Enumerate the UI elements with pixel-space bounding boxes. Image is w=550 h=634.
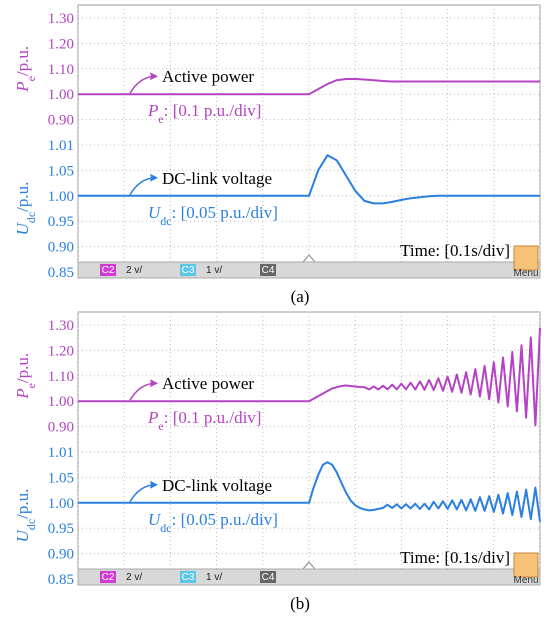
text-part: /p.u. [13, 46, 32, 76]
trace [78, 327, 541, 427]
text-part: /p.u. [13, 353, 32, 383]
toolbar-bg [77, 261, 541, 279]
text-part: dc [160, 521, 171, 535]
trace [78, 78, 540, 96]
y-tick-label: 0.90 [48, 240, 74, 256]
y-tick-label: 0.85 [48, 572, 74, 588]
y-tick-label: 1.00 [48, 496, 74, 512]
toolbar: C2 2 v/C3 1 v/C4 Menu [77, 245, 541, 279]
y2-axis-label: Udc/p.u. [13, 489, 38, 543]
y-tick-label: 0.95 [48, 214, 74, 230]
series-name: Active power [162, 67, 254, 86]
series-scale: Udc: [0.05 p.u./div] [148, 510, 278, 535]
caption: (a) [291, 287, 310, 306]
y-axis-label: Pe/p.u. [13, 46, 38, 93]
toolbar-text: C2 [102, 265, 115, 276]
time-label: Time: [0.1s/div] [400, 548, 510, 567]
series-name: DC-link voltage [162, 169, 272, 188]
toolbar-text: C4 [262, 265, 275, 276]
menu-icon [513, 552, 539, 578]
text-part: dc [24, 519, 38, 530]
toolbar-text: 1 v/ [206, 265, 222, 276]
y-tick-label: 0.90 [48, 113, 74, 129]
caption: (b) [290, 594, 310, 613]
y-tick-label: 1.20 [48, 343, 74, 359]
text-part: P [13, 388, 32, 399]
y-tick-label: 1.30 [48, 11, 74, 27]
toolbar: C2 2 v/C3 1 v/C4 Menu [77, 552, 541, 586]
y-tick-label: 1.01 [48, 445, 74, 461]
text-part: e [158, 419, 163, 433]
y-tick-label: 1.30 [48, 318, 74, 334]
text-part: U [13, 221, 32, 235]
text-part: : [0.1 p.u./div] [164, 408, 262, 427]
text-part: e [24, 383, 38, 388]
text-part: /p.u. [13, 182, 32, 212]
annotation-arrowhead [150, 480, 158, 489]
text-part: /p.u. [13, 489, 32, 519]
annotation-arrowhead [150, 379, 158, 388]
text-part: e [24, 76, 38, 81]
y-tick-label: 1.20 [48, 36, 74, 52]
trace [78, 154, 540, 205]
channel-box [180, 264, 196, 276]
toolbar-text: 1 v/ [206, 572, 222, 583]
y-tick-label: 1.10 [48, 62, 74, 78]
y-tick-label: 1.10 [48, 369, 74, 385]
y-tick-label: 0.90 [48, 547, 74, 563]
series-scale: Pe: [0.1 p.u./div] [147, 101, 261, 126]
toolbar-text: 2 v/ [126, 265, 142, 276]
channel-box [180, 571, 196, 583]
series-name: DC-link voltage [162, 476, 272, 495]
text-part: : [0.05 p.u./div] [172, 203, 278, 222]
toolbar-text: 2 v/ [126, 572, 142, 583]
series-scale: Pe: [0.1 p.u./div] [147, 408, 261, 433]
text-part: dc [160, 214, 171, 228]
series-name: Active power [162, 374, 254, 393]
y-tick-label: 1.00 [48, 87, 74, 103]
text-part: U [13, 528, 32, 542]
y-tick-label: 0.85 [48, 265, 74, 281]
y-tick-label: 1.00 [48, 394, 74, 410]
channel-box [260, 571, 276, 583]
annotation-arrowhead [150, 72, 158, 81]
text-part: P [13, 81, 32, 92]
menu-icon [513, 245, 539, 271]
text-part: P [147, 408, 158, 427]
toolbar-text: C3 [182, 265, 195, 276]
text-part: e [158, 112, 163, 126]
y-tick-label: 1.05 [48, 163, 74, 179]
y-axis-label: Pe/p.u. [13, 353, 38, 400]
text-part: dc [24, 212, 38, 223]
toolbar-bg [77, 568, 541, 586]
toolbar-text: Menu [513, 268, 538, 279]
trace [78, 461, 541, 522]
toolbar-text: C2 [102, 572, 115, 583]
y2-axis-label: Udc/p.u. [13, 182, 38, 236]
channel-box [100, 571, 116, 583]
text-part: U [148, 510, 162, 529]
text-part: P [147, 101, 158, 120]
channel-box [260, 264, 276, 276]
text-part: : [0.1 p.u./div] [164, 101, 262, 120]
y-tick-label: 1.01 [48, 138, 74, 154]
text-part: U [148, 203, 162, 222]
channel-box [100, 264, 116, 276]
toolbar-text: Menu [513, 575, 538, 586]
y-tick-label: 1.05 [48, 470, 74, 486]
time-label: Time: [0.1s/div] [400, 241, 510, 260]
y-tick-label: 1.00 [48, 189, 74, 205]
toolbar-text: C4 [262, 572, 275, 583]
series-scale: Udc: [0.05 p.u./div] [148, 203, 278, 228]
y-tick-label: 0.95 [48, 521, 74, 537]
text-part: : [0.05 p.u./div] [172, 510, 278, 529]
y-tick-label: 0.90 [48, 420, 74, 436]
toolbar-text: C3 [182, 572, 195, 583]
annotation-arrowhead [150, 173, 158, 182]
